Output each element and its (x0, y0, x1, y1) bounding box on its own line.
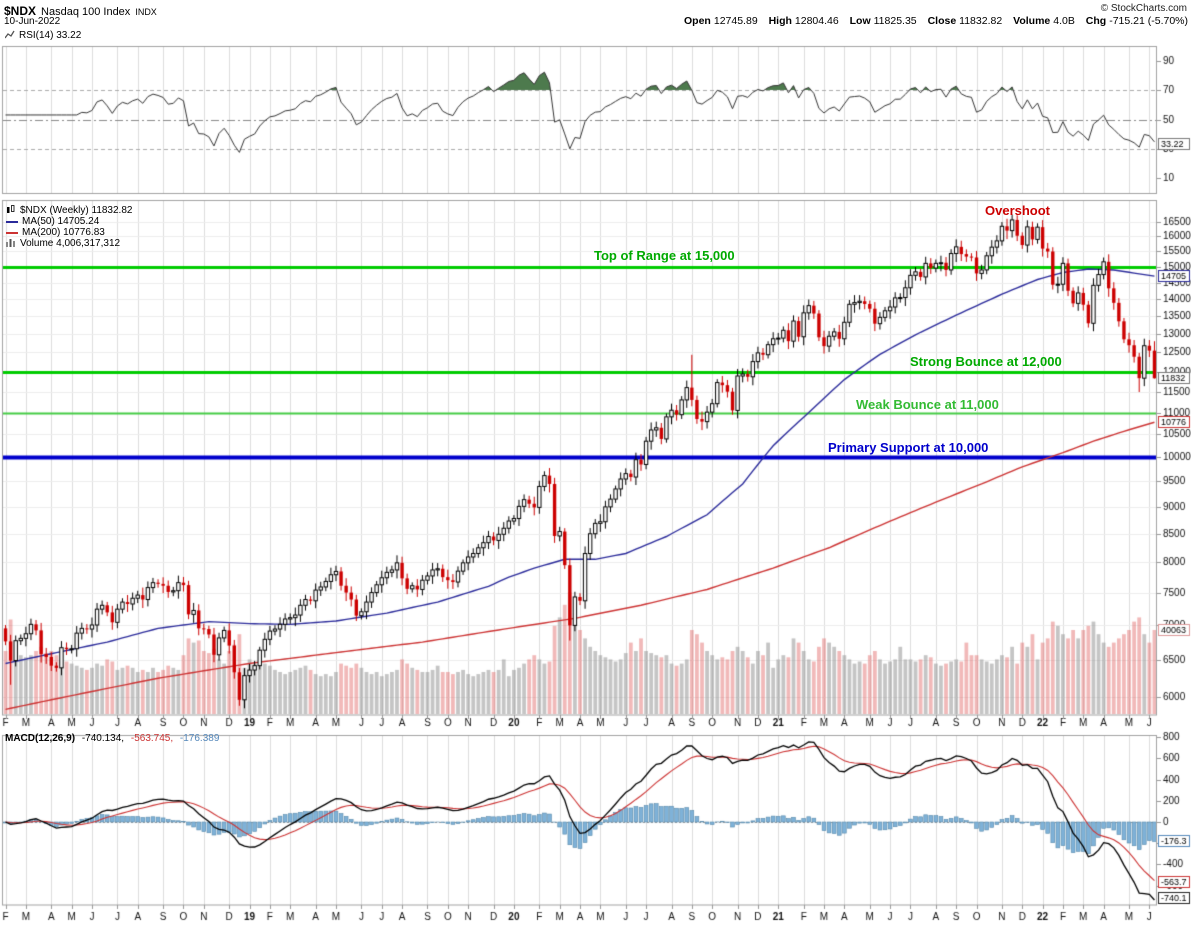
ma200-legend-row: MA(200) 10776.83 (6, 227, 132, 238)
main-legend: $NDX (Weekly) 11832.82 MA(50) 14705.24 M… (6, 204, 133, 249)
symbol-legend-text: $NDX (Weekly) 11832.82 (20, 205, 133, 216)
macd-legend: MACD(12,26,9) -740.134, -563.745, -176.3… (5, 733, 219, 744)
open-label: Open (684, 15, 711, 27)
copyright: © StockCharts.com (1100, 3, 1187, 14)
open-value: 12745.89 (713, 15, 758, 27)
volume-label: Volume (1013, 15, 1051, 27)
line-chart-icon (4, 30, 15, 42)
macd-legend-name: MACD(12,26,9) (5, 733, 76, 744)
macd-hist-value: -176.389 (179, 733, 220, 744)
annotation-overshoot: Overshoot (985, 203, 1051, 218)
close-value: 11832.82 (959, 15, 1003, 27)
ma50-line-icon (6, 220, 18, 223)
chg-value: -715.21 (-5.70%) (1109, 15, 1188, 27)
bar-chart-icon (6, 238, 16, 250)
candlestick-icon (6, 204, 16, 217)
volume-legend-text: Volume 4,006,317,312 (20, 238, 121, 249)
volume-value: 4.0B (1053, 15, 1075, 27)
rsi-legend: RSI(14) 33.22 (4, 30, 82, 42)
macd-signal-value: -563.745, (130, 733, 174, 744)
close-label: Close (927, 15, 957, 27)
low-value: 11825.35 (873, 15, 917, 27)
symbol-legend-row: $NDX (Weekly) 11832.82 (6, 204, 133, 217)
annotation-top-of-range: Top of Range at 15,000 (594, 248, 735, 263)
chart-date: 10-Jun-2022 (4, 16, 61, 27)
ma50-legend-row: MA(50) 14705.24 (6, 216, 132, 227)
chg-label: Chg (1085, 15, 1107, 27)
high-label: High (768, 15, 792, 27)
annotation-weak-bounce: Weak Bounce at 11,000 (856, 397, 999, 412)
high-value: 12804.46 (794, 15, 839, 27)
chart-title: $NDX Nasdaq 100 Index INDX (4, 2, 157, 20)
annotation-strong-bounce: Strong Bounce at 12,000 (910, 354, 1062, 369)
symbol-label: $NDX (4, 4, 37, 18)
exchange-label: INDX (135, 7, 157, 17)
ma200-line-icon (6, 231, 18, 234)
symbol-name: Nasdaq 100 Index (41, 6, 131, 18)
macd-value: -740.134, (81, 733, 125, 744)
low-label: Low (849, 15, 871, 27)
volume-legend-row: Volume 4,006,317,312 (6, 238, 132, 249)
quote-line: Open 12745.89 High 12804.46 Low 11825.35 Cl… (684, 15, 1188, 27)
ma50-legend-text: MA(50) 14705.24 (22, 216, 100, 227)
rsi-legend-text: RSI(14) 33.22 (19, 30, 82, 41)
ma200-legend-text: MA(200) 10776.83 (22, 227, 105, 238)
annotation-primary-support: Primary Support at 10,000 (828, 440, 989, 455)
